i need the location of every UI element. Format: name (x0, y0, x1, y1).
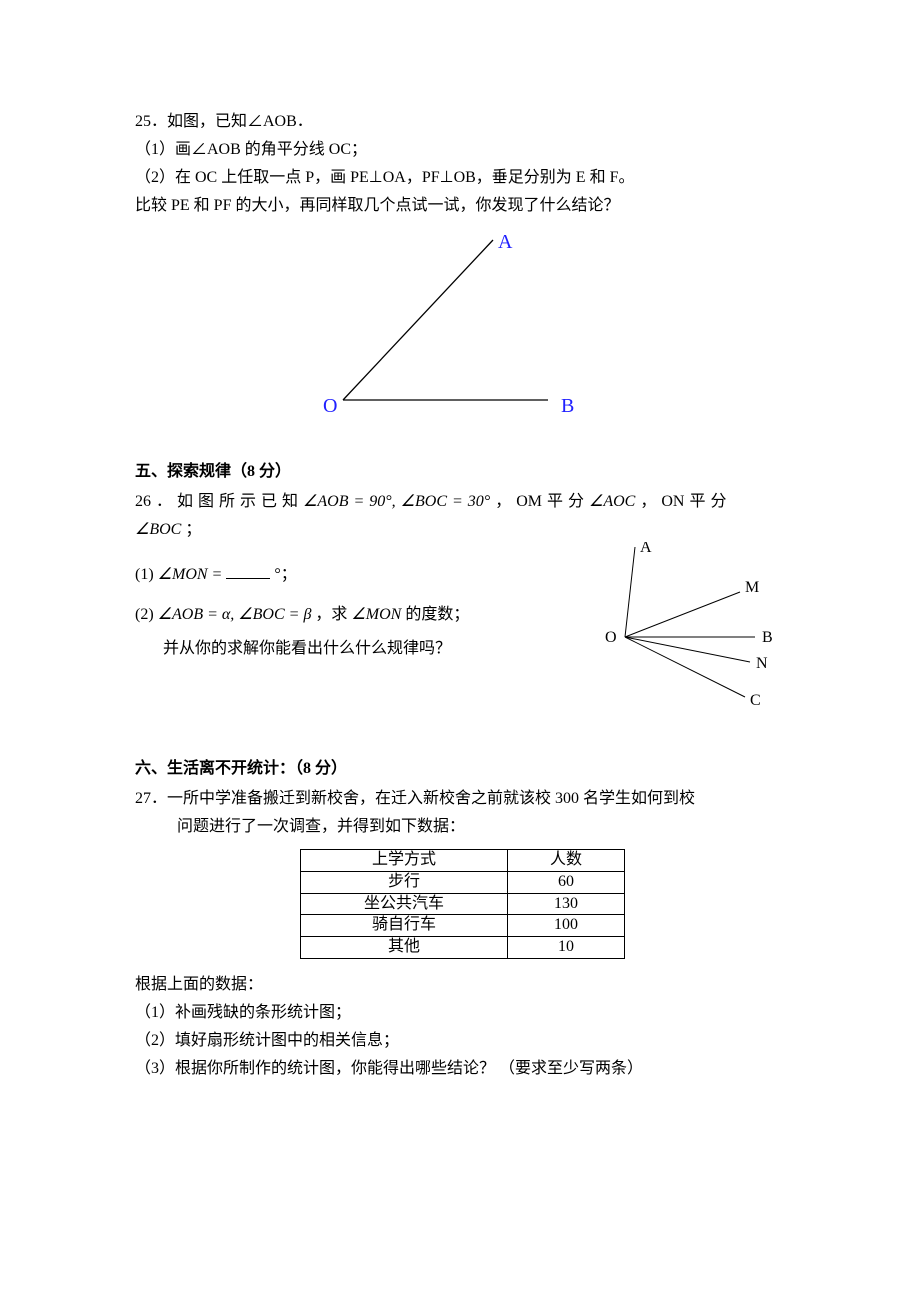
cell-method: 骑自行车 (301, 915, 508, 937)
q27-line2: 问题进行了一次调查，并得到如下数据： (135, 815, 790, 839)
cell-count: 10 (508, 937, 625, 959)
q26-p1-f: ∠MON = (158, 566, 227, 583)
q27-table-wrap: 上学方式 人数 步行 60 坐公共汽车 130 骑自行车 100 其他 10 (135, 849, 790, 959)
label-a2: A (640, 542, 652, 556)
q27-after2: （1）补画残缺的条形统计图； (135, 1001, 790, 1025)
q25-line4: 比较 PE 和 PF 的大小，再同样取几个点试一试，你发现了什么结论？ (135, 194, 790, 218)
ray-oa (343, 240, 493, 400)
cell-count: 100 (508, 915, 625, 937)
angle-aob-svg: O A B (283, 230, 643, 420)
q26-p2-pre: (2) (135, 606, 158, 623)
th-count: 人数 (508, 850, 625, 872)
q25-line1: 25．如图，已知∠AOB． (135, 110, 790, 134)
label-a: A (498, 231, 513, 253)
q26-figure: O A M B N C (590, 542, 790, 725)
q26-p1-post: °； (270, 566, 296, 583)
cell-count: 130 (508, 893, 625, 915)
q26-left: (1) ∠MON = °； (2) ∠AOB = α, ∠BOC = β ，求 … (135, 562, 570, 665)
label-m: M (745, 579, 759, 596)
q26-part2: (2) ∠AOB = α, ∠BOC = β ，求 ∠MON 的度数； (135, 603, 570, 627)
q26-l2-f: ∠BOC (135, 521, 181, 538)
label-c: C (750, 692, 761, 709)
table-row: 坐公共汽车 130 (301, 893, 625, 915)
label-b2: B (762, 629, 773, 646)
q27-table: 上学方式 人数 步行 60 坐公共汽车 130 骑自行车 100 其他 10 (300, 849, 625, 959)
q26-line2: ∠BOC ； (135, 518, 790, 542)
q26-p2-post: 的度数； (401, 606, 469, 623)
cell-count: 60 (508, 871, 625, 893)
label-n: N (756, 655, 768, 672)
q25-line3: （2）在 OC 上任取一点 P，画 PE⊥OA，PF⊥OB，垂足分别为 E 和 … (135, 166, 790, 190)
table-row: 步行 60 (301, 871, 625, 893)
q26-l1-pre: 26 ． 如 图 所 示 已 知 (135, 493, 303, 510)
angle-diagram-svg: O A M B N C (590, 542, 790, 717)
section6-title: 六、生活离不开统计：（8 分） (135, 757, 790, 781)
table-row: 骑自行车 100 (301, 915, 625, 937)
q26-p2-f1: ∠AOB = α, ∠BOC = β (158, 606, 312, 623)
q27-after4: （3）根据你所制作的统计图，你能得出哪些结论？ （要求至少写两条） (135, 1057, 790, 1081)
label-o: O (323, 395, 337, 417)
q26-p2-f2: ∠MON (351, 606, 401, 623)
q26-p1-pre: (1) (135, 566, 158, 583)
ray-oa2 (625, 547, 635, 637)
q25-figure: O A B (135, 230, 790, 428)
q26-part1: (1) ∠MON = °； (135, 562, 570, 587)
q26-row: (1) ∠MON = °； (2) ∠AOB = α, ∠BOC = β ，求 … (135, 562, 790, 725)
ray-on (625, 637, 750, 662)
table-header-row: 上学方式 人数 (301, 850, 625, 872)
cell-method: 坐公共汽车 (301, 893, 508, 915)
section5-title: 五、探索规律（8 分） (135, 460, 790, 484)
table-row: 其他 10 (301, 937, 625, 959)
ray-oc (625, 637, 745, 697)
q26-part2-line2: 并从你的求解你能看出什么什么规律吗？ (135, 637, 570, 661)
label-o2: O (605, 629, 617, 646)
cell-method: 步行 (301, 871, 508, 893)
q26-l1-post: ， ON 平 分 (635, 493, 726, 510)
label-b: B (561, 395, 574, 417)
q26-p2-mid: ，求 (311, 606, 351, 623)
q26-blank (226, 562, 270, 579)
q27-after1: 根据上面的数据： (135, 973, 790, 997)
th-method: 上学方式 (301, 850, 508, 872)
q26-l1-f2: ∠AOC (589, 493, 635, 510)
q25-line2: （1）画∠AOB 的角平分线 OC； (135, 138, 790, 162)
q26-l2-post: ； (181, 521, 201, 538)
q26-l1-f1: ∠AOB = 90°, ∠BOC = 30° (303, 493, 490, 510)
q26-line1: 26 ． 如 图 所 示 已 知 ∠AOB = 90°, ∠BOC = 30° … (135, 490, 790, 514)
page: 25．如图，已知∠AOB． （1）画∠AOB 的角平分线 OC； （2）在 OC… (0, 0, 920, 1302)
cell-method: 其他 (301, 937, 508, 959)
q26-l1-mid: ， OM 平 分 (490, 493, 589, 510)
ray-om (625, 592, 740, 637)
q27-after3: （2）填好扇形统计图中的相关信息； (135, 1029, 790, 1053)
q27-line1: 27．一所中学准备搬迁到新校舍，在迁入新校舍之前就该校 300 名学生如何到校 (135, 787, 790, 811)
